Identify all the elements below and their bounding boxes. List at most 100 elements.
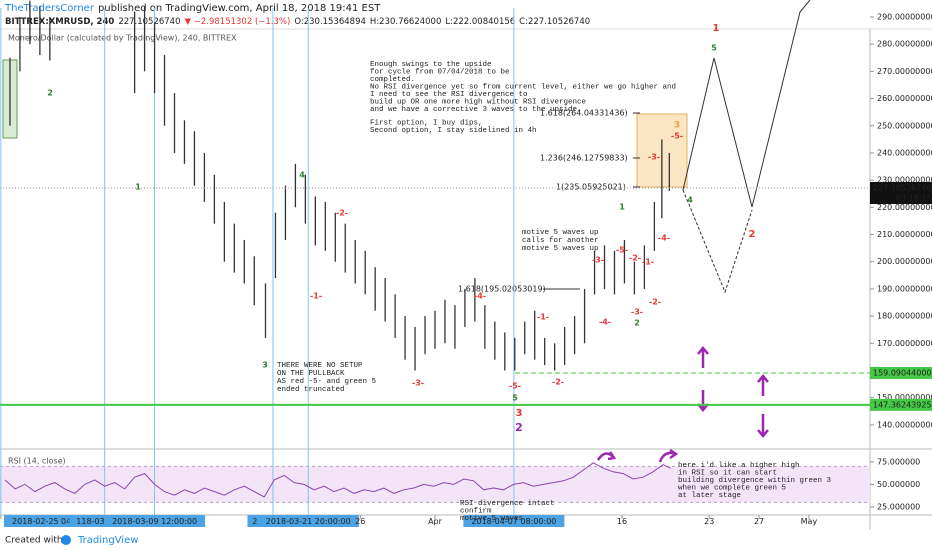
legend: Monero/Dollar (calculated by TradingView… bbox=[8, 34, 237, 43]
wave-label: 2 bbox=[47, 89, 53, 98]
note: confirm bbox=[460, 507, 492, 515]
note: here i'd like a higher high bbox=[678, 462, 800, 470]
last-price-box bbox=[870, 182, 932, 205]
note: ON THE PULLBACK bbox=[277, 370, 345, 378]
y-tick-label: 180.00000000 bbox=[877, 312, 932, 321]
x-tick-label: 26 bbox=[355, 517, 365, 526]
rsi-line bbox=[4, 462, 671, 498]
wave-label: -1- bbox=[310, 292, 322, 301]
y-tick-label: 220.00000000 bbox=[877, 203, 932, 212]
wave-label: 3 bbox=[516, 408, 523, 419]
footer-brand[interactable]: TradingView bbox=[77, 535, 138, 546]
wave-label: -3- bbox=[412, 379, 424, 388]
y-tick-label: 50.000000 bbox=[877, 480, 920, 489]
note: Enough swings to the upside bbox=[370, 61, 492, 69]
high: H:230.76624000 bbox=[370, 17, 441, 27]
wave-label: -3- bbox=[648, 153, 660, 162]
projection-alt bbox=[682, 189, 753, 294]
fib-label: 1.618(264.04331436) bbox=[540, 109, 628, 118]
wave-label: -5- bbox=[671, 132, 683, 141]
x-tick-label: 2018-02-25 04:00:00 bbox=[12, 517, 97, 526]
rsi-band bbox=[0, 466, 870, 503]
wave-label: -2- bbox=[552, 378, 564, 387]
note: in RSI so it can start bbox=[678, 469, 777, 477]
note: calls for another bbox=[522, 237, 599, 245]
note: at later stage bbox=[678, 492, 741, 500]
y-tick-label: 260.00000000 bbox=[877, 94, 932, 103]
wave-label: 5 bbox=[512, 394, 518, 403]
wave-label: 1 bbox=[619, 203, 625, 212]
y-tick-label: 240.00000000 bbox=[877, 148, 932, 157]
y-tick-label: 75.000000 bbox=[877, 457, 920, 466]
rsi-legend: RSI (14, close) bbox=[8, 457, 66, 466]
fib-label: 1(235.05925021) bbox=[556, 183, 626, 192]
fib-lines bbox=[543, 112, 640, 290]
wave-label: 2 bbox=[749, 229, 756, 240]
wave-label: -5- bbox=[509, 382, 521, 391]
wave-label: -4- bbox=[658, 234, 670, 243]
y-tick-label: 170.00000000 bbox=[877, 339, 932, 348]
x-tick-label: 2018-04-07 08:00:00 bbox=[471, 517, 556, 526]
x-tick-box bbox=[104, 515, 206, 527]
y-tick-label: 270.00000000 bbox=[877, 67, 932, 76]
y-tick-label: 290.00000000 bbox=[877, 12, 932, 21]
arrows bbox=[697, 346, 769, 438]
y-tick-label: 280.00000000 bbox=[877, 40, 932, 49]
fib-label: 1.618(195.02053019) bbox=[458, 285, 546, 294]
wave-label: -3- bbox=[631, 308, 643, 317]
note: AS red -5- and green 5 bbox=[277, 378, 377, 386]
wave-label: 4 bbox=[687, 196, 693, 205]
note: for cycle from 07/04/2018 to be bbox=[370, 68, 510, 76]
wave-label: -1- bbox=[537, 313, 549, 322]
close: C:227.10526740 bbox=[519, 17, 590, 27]
wave-label: -2- bbox=[649, 298, 661, 307]
note: when we complete green 5 bbox=[678, 484, 787, 492]
x-tick-box bbox=[463, 515, 565, 527]
y-tick-label: 25.000000 bbox=[877, 502, 920, 511]
note: ended truncated bbox=[277, 386, 345, 394]
wave-label: -4- bbox=[599, 318, 611, 327]
note: RSI divergence intact bbox=[460, 500, 555, 508]
projection bbox=[682, 0, 811, 208]
x-tick-label: 16 bbox=[617, 517, 627, 526]
note: THERE WERE NO SETUP bbox=[277, 362, 363, 370]
footer-created: Created with bbox=[5, 536, 63, 546]
wave-label: -2- bbox=[629, 254, 641, 263]
note: First option, I buy dips, bbox=[370, 119, 483, 127]
wave-label: 3 bbox=[262, 361, 268, 370]
price: 227.10526740 bbox=[118, 17, 180, 27]
x-tick-label: 2018-03-09 12:00:00 bbox=[112, 517, 197, 526]
y-tick-label: 190.00000000 bbox=[877, 284, 932, 293]
y-tick-label: 210.00000000 bbox=[877, 230, 932, 239]
wave-label: -5- bbox=[616, 246, 628, 255]
y-tick-label: 230.00000000 bbox=[877, 176, 932, 185]
x-tick-label: 23 bbox=[704, 517, 714, 526]
wave-label: -1- bbox=[642, 258, 654, 267]
price-line-label: 159.09044000 bbox=[873, 368, 932, 377]
note: No RSI divergence yet so from current le… bbox=[370, 83, 676, 91]
wave-label: 5 bbox=[711, 44, 717, 53]
change: ▼ −2.98151302 (−1.3%) bbox=[185, 17, 291, 27]
y-tick-label: 200.00000000 bbox=[877, 257, 932, 266]
publish-line: TheTradersCorner published on TradingView… bbox=[4, 3, 381, 14]
author[interactable]: TheTradersCorner bbox=[4, 3, 95, 14]
logo bbox=[61, 535, 71, 545]
low: L:222.00840156 bbox=[445, 17, 515, 27]
wave-label: 4 bbox=[299, 171, 305, 180]
wave-label: 1 bbox=[713, 23, 720, 34]
note: Second option, I stay sidelined in 4h bbox=[370, 127, 537, 135]
price-line-label: 147.36243925 bbox=[873, 400, 932, 409]
x-tick-box bbox=[257, 515, 359, 527]
y-tick-label: 140.00000000 bbox=[877, 420, 932, 429]
fib-label: 1.236(246.12759833) bbox=[540, 154, 628, 163]
note: building divergence within green 3 bbox=[678, 477, 832, 485]
wave-label: 1 bbox=[135, 183, 141, 192]
x-tick-label: Apr bbox=[428, 517, 443, 526]
wave-label: -2- bbox=[336, 209, 348, 218]
y-tick-label: 250.00000000 bbox=[877, 121, 932, 130]
rsi-arrows bbox=[596, 448, 679, 463]
x-tick-label: May bbox=[801, 517, 818, 526]
note: motive 5 waves up bbox=[522, 245, 599, 253]
